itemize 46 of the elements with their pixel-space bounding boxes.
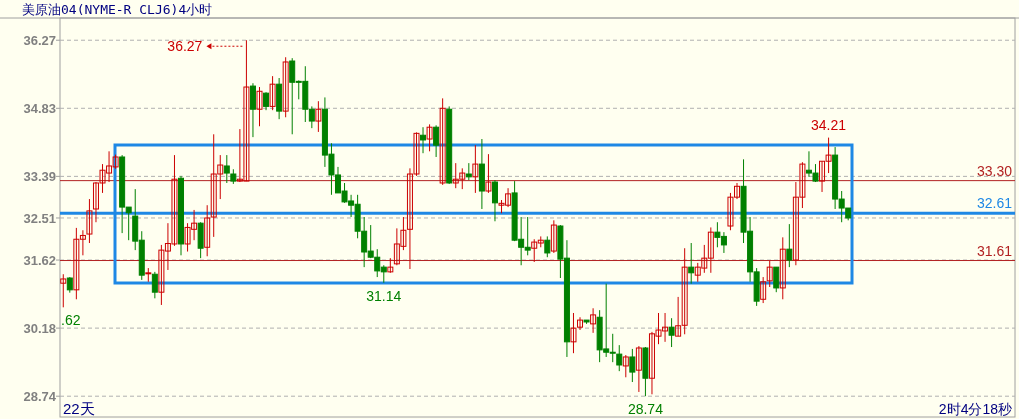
annotation: 22天 — [63, 400, 95, 417]
y-tick-label: 33.39 — [23, 169, 56, 185]
chart-title: 美原油04(NYME-R CLJ6)4小时 — [22, 2, 213, 17]
annotation: .62 — [61, 312, 81, 329]
candlestick — [472, 144, 479, 194]
ref-line-label: 33.30 — [976, 162, 1013, 179]
annotation: 31.14 — [366, 287, 402, 304]
candlestick — [786, 223, 793, 268]
candlestick — [420, 126, 427, 154]
candlestick — [544, 235, 551, 258]
candlestick — [60, 273, 67, 308]
candlestick — [760, 276, 767, 304]
candlestick — [590, 307, 597, 334]
y-tick-label: 31.62 — [23, 253, 56, 269]
candlestick — [550, 219, 557, 254]
candlestick — [249, 82, 256, 138]
ref-line-label: 32.61 — [976, 195, 1013, 212]
annotation: 2时4分18秒 — [938, 401, 1012, 417]
candlestick — [269, 75, 276, 111]
candlestick — [433, 124, 440, 158]
candlestick — [773, 266, 780, 293]
y-tick-label: 30.18 — [23, 321, 56, 337]
y-tick-label: 34.83 — [23, 101, 56, 117]
candlestick — [485, 153, 492, 194]
candlestick — [86, 198, 93, 244]
candlestick — [668, 317, 675, 348]
candlestick — [688, 242, 695, 285]
candlestick — [779, 236, 786, 300]
candlestick — [282, 56, 289, 118]
annotation: 34.21 — [811, 116, 847, 133]
candlestick — [766, 260, 773, 288]
candlestick — [622, 354, 629, 378]
candlestick — [491, 179, 498, 222]
candlestick — [256, 86, 263, 127]
candlestick — [629, 348, 636, 383]
candlestick — [315, 100, 322, 133]
y-tick-label: 36.27 — [23, 33, 56, 49]
candlestick — [426, 123, 433, 152]
candlestick — [439, 97, 446, 186]
candlestick — [635, 345, 642, 393]
y-tick-label: 32.51 — [23, 210, 56, 226]
ref-line-label: 31.61 — [976, 242, 1013, 259]
y-tick-label: 28.74 — [23, 389, 57, 405]
annotation: 28.74 — [627, 401, 664, 418]
candlestick — [151, 271, 158, 299]
annotation: 36.27 — [167, 38, 203, 55]
